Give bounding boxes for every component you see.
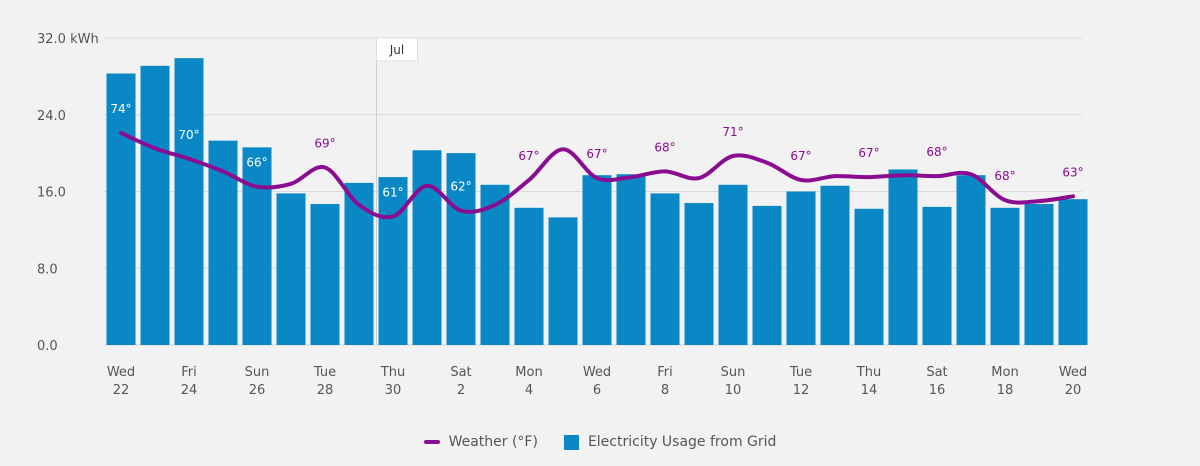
chart-legend: Weather (°F) Electricity Usage from Grid: [0, 434, 1200, 450]
x-tick-day: Fri: [657, 365, 673, 380]
x-tick-date: 4: [525, 383, 533, 398]
x-tick-date: 30: [385, 383, 402, 398]
usage-bar: [242, 147, 272, 345]
chart-canvas: 0.0 8.0 16.0 24.0 32.0 kWh Jul 74° 70° 66° 69° 61°…: [37, 32, 1088, 398]
usage-bar: [854, 208, 884, 345]
usage-bar: [616, 174, 646, 345]
usage-bar: [820, 185, 850, 345]
legend-item-weather[interactable]: Weather (°F): [423, 434, 538, 450]
temperature-label: 67°: [858, 146, 879, 160]
usage-bar-swatch: [563, 434, 579, 450]
temperature-label: 70°: [178, 128, 199, 142]
x-tick-day: Sun: [721, 365, 746, 380]
usage-bar: [480, 184, 510, 345]
usage-bar: [446, 153, 476, 345]
weather-line-swatch: [423, 440, 440, 444]
y-tick-label: 0.0: [37, 339, 58, 354]
x-tick-day: Wed: [107, 365, 135, 380]
usage-bar: [752, 205, 782, 345]
y-tick-label: 8.0: [37, 262, 58, 277]
usage-bar: [412, 150, 442, 345]
x-tick-date: 2: [457, 383, 465, 398]
x-tick-day: Mon: [515, 365, 542, 380]
temperature-label: 68°: [994, 169, 1015, 183]
temperature-label: 68°: [654, 140, 675, 154]
usage-bar: [888, 169, 918, 345]
temperature-label: 68°: [926, 145, 947, 159]
x-tick-date: 22: [113, 383, 130, 398]
y-tick-label: 24.0: [37, 109, 66, 124]
month-marker-label: Jul: [389, 43, 404, 57]
usage-bar: [922, 206, 952, 345]
x-tick-day: Tue: [313, 365, 336, 380]
temperature-label: 74°: [110, 102, 131, 116]
usage-bar: [582, 175, 612, 345]
usage-bar: [650, 193, 680, 345]
x-tick-day: Fri: [181, 365, 197, 380]
month-marker-box: [376, 37, 418, 62]
x-tick-date: 26: [249, 383, 266, 398]
usage-bar: [684, 203, 714, 345]
x-tick-day: Sat: [926, 365, 947, 380]
x-tick-date: 6: [593, 383, 601, 398]
x-tick-day: Wed: [583, 365, 611, 380]
temperature-label: 67°: [586, 147, 607, 161]
x-tick-day: Sun: [245, 365, 270, 380]
usage-bar: [310, 203, 340, 345]
usage-bar: [1058, 199, 1088, 345]
usage-bar: [514, 207, 544, 345]
usage-bar: [378, 177, 408, 345]
temperature-label: 63°: [1062, 165, 1083, 179]
x-tick-date: 18: [997, 383, 1014, 398]
x-tick-date: 20: [1065, 383, 1082, 398]
x-tick-date: 24: [181, 383, 198, 398]
legend-usage-label: Electricity Usage from Grid: [587, 434, 777, 450]
x-tick-day: Thu: [856, 365, 881, 380]
x-tick-date: 8: [661, 383, 669, 398]
x-tick-day: Sat: [450, 365, 471, 380]
temperature-label: 67°: [518, 149, 539, 163]
temperature-label: 62°: [450, 180, 471, 194]
usage-bar: [718, 184, 748, 345]
legend-weather-label: Weather (°F): [448, 434, 538, 450]
x-tick-date: 12: [793, 383, 810, 398]
usage-bar: [990, 207, 1020, 345]
legend-item-usage[interactable]: Electricity Usage from Grid: [563, 434, 777, 450]
usage-bar: [548, 217, 578, 345]
usage-bar: [276, 193, 306, 345]
x-tick-date: 28: [317, 383, 334, 398]
y-tick-label: 32.0 kWh: [37, 32, 99, 47]
x-tick-date: 14: [861, 383, 878, 398]
usage-bar: [1024, 203, 1054, 345]
temperature-label: 61°: [382, 185, 403, 199]
x-tick-date: 10: [725, 383, 742, 398]
usage-bar: [956, 175, 986, 345]
usage-bar: [106, 73, 136, 345]
x-tick-day: Tue: [789, 365, 812, 380]
y-tick-label: 16.0: [37, 186, 66, 201]
temperature-label: 69°: [314, 137, 335, 151]
temperature-label: 66°: [246, 156, 267, 170]
x-tick-day: Thu: [380, 365, 405, 380]
usage-bar: [174, 58, 204, 345]
temperature-label: 71°: [722, 125, 743, 139]
weather-line: [119, 130, 1075, 220]
usage-bar: [786, 191, 816, 345]
x-tick-day: Mon: [991, 365, 1018, 380]
usage-bar: [140, 65, 170, 346]
x-tick-date: 16: [929, 383, 946, 398]
x-tick-day: Wed: [1059, 365, 1087, 380]
temperature-label: 67°: [790, 149, 811, 163]
